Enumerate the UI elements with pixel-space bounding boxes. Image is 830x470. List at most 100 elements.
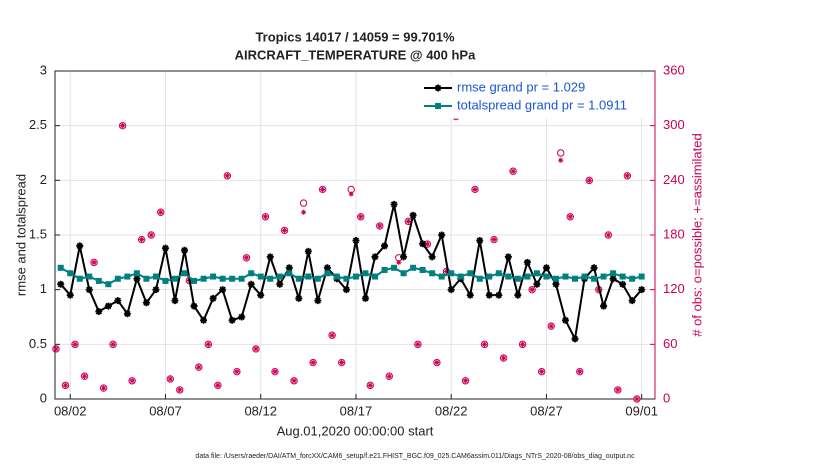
spread-marker <box>429 270 436 277</box>
obs-assimilated <box>262 214 268 220</box>
obs-possible <box>528 285 536 294</box>
obs-assimilated <box>424 241 430 247</box>
obs-assimilated <box>577 369 583 375</box>
obs-possible <box>99 384 108 392</box>
rmse-marker <box>285 264 293 272</box>
rmse-marker <box>304 247 312 255</box>
rmse-marker <box>514 291 522 299</box>
rmse-marker <box>590 264 598 272</box>
rmse-marker <box>600 302 608 310</box>
obs-assimilated <box>567 214 573 220</box>
y2-tick-label: 120 <box>663 281 685 296</box>
rmse-marker <box>361 294 369 302</box>
spread-marker <box>543 273 550 280</box>
rmse-marker <box>209 294 217 302</box>
obs-possible <box>118 121 127 130</box>
y2-tick-label: 240 <box>663 172 685 187</box>
obs-possible <box>623 172 632 180</box>
rmse-marker <box>428 253 436 261</box>
obs-assimilated <box>482 341 488 347</box>
obs-possible <box>499 354 508 362</box>
rmse-marker <box>181 246 189 254</box>
chart-title: Tropics 14017 / 14059 = 99.701% <box>255 29 455 44</box>
obs-possible <box>90 258 98 267</box>
rmse-marker <box>133 275 141 283</box>
rmse-marker <box>219 286 227 294</box>
obs-possible <box>61 381 70 390</box>
rmse-marker <box>447 286 455 294</box>
spread-marker <box>448 270 455 277</box>
obs-assimilated <box>148 232 154 238</box>
obs-possible <box>318 185 327 194</box>
x-tick-label: 08/27 <box>530 403 563 418</box>
obs-possible <box>414 340 422 349</box>
obs-possible <box>480 340 489 349</box>
obs-assimilated <box>348 191 354 197</box>
spread-marker <box>467 270 474 277</box>
obs-possible <box>137 235 146 244</box>
rmse-marker <box>523 258 531 266</box>
spread-marker <box>143 275 150 282</box>
obs-assimilated <box>224 173 230 179</box>
obs-assimilated <box>529 287 535 293</box>
rmse-marker <box>609 275 617 283</box>
obs-possible <box>633 395 641 403</box>
obs-possible <box>576 367 584 376</box>
rmse-marker <box>571 335 579 343</box>
legend-box <box>419 75 654 119</box>
obs-assimilated <box>301 209 307 215</box>
x-tick-label: 08/02 <box>54 403 87 418</box>
obs-possible <box>290 377 298 385</box>
y-tick-label: 3 <box>40 62 47 77</box>
rmse-marker <box>114 297 122 305</box>
spread-marker <box>372 273 378 280</box>
obs-possible <box>214 381 222 390</box>
spread-marker <box>638 273 645 280</box>
obs-possible <box>223 172 232 180</box>
rmse-marker <box>171 297 179 305</box>
obs-possible <box>376 222 384 230</box>
rmse-marker <box>314 297 322 305</box>
obs-assimilated <box>434 360 440 366</box>
obs-assimilated <box>558 157 564 163</box>
obs-assimilated <box>586 177 592 183</box>
spread-marker <box>619 273 626 280</box>
rmse-marker <box>438 231 446 239</box>
obs-possible <box>195 363 203 371</box>
rmse-marker <box>95 308 103 316</box>
obs-possible <box>309 358 317 367</box>
y2-tick-label: 60 <box>663 336 677 351</box>
obs-possible <box>299 199 308 207</box>
obs-possible <box>433 358 441 367</box>
y-tick-label: 1 <box>40 281 47 296</box>
spread-marker <box>67 270 74 277</box>
y-axis-label: rmse and totalspread <box>13 174 28 296</box>
rmse-marker <box>123 310 131 318</box>
x-tick-label: 08/17 <box>340 403 373 418</box>
obs-assimilated <box>177 387 183 393</box>
spread-marker <box>181 270 188 277</box>
spread-marker <box>219 275 226 282</box>
rmse-marker <box>295 294 303 302</box>
rmse-marker <box>257 291 265 299</box>
spread-marker <box>305 273 312 280</box>
obs-assimilated <box>510 168 516 174</box>
spread-marker <box>267 275 274 282</box>
series-line <box>59 204 643 343</box>
rmse-marker <box>371 253 379 261</box>
rmse-marker <box>85 286 93 294</box>
obs-assimilated <box>615 387 621 393</box>
rmse-marker <box>638 286 646 294</box>
legend-label: totalspread grand pr = 1.0911 <box>457 97 627 112</box>
spread-marker <box>333 273 340 280</box>
spread-marker <box>95 277 102 284</box>
rmse-marker <box>228 316 236 324</box>
obs-possible <box>518 340 527 349</box>
obs-assimilated <box>139 237 145 243</box>
obs-assimilated <box>243 255 249 261</box>
rmse-marker <box>552 280 560 288</box>
spread-marker <box>229 275 236 282</box>
obs-possible <box>366 381 374 390</box>
obs-assimilated <box>443 268 449 274</box>
